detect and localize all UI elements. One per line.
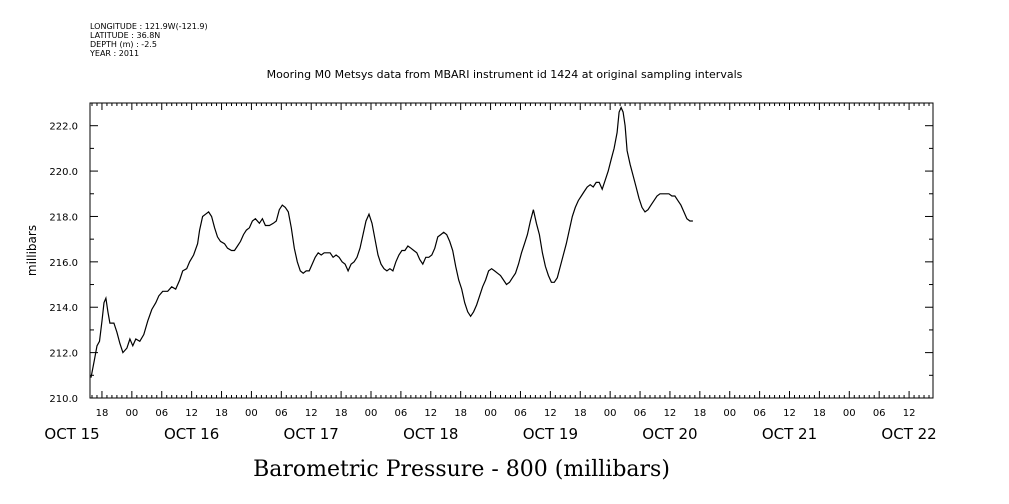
x-hour-label: 06 bbox=[275, 408, 288, 419]
x-date-label: OCT 18 bbox=[403, 425, 458, 443]
y-axis-label: millibars bbox=[25, 225, 39, 276]
x-axis-label: Barometric Pressure - 800 (millibars) bbox=[253, 457, 670, 482]
x-hour-label: 00 bbox=[723, 408, 736, 419]
latitude-label: LATITUDE : 36.8N bbox=[90, 31, 161, 40]
x-hour-label: 06 bbox=[514, 408, 527, 419]
longitude-label: LONGITUDE : 121.9W(-121.9) bbox=[90, 22, 208, 31]
x-date-label: OCT 15 bbox=[44, 425, 99, 443]
x-date-label: OCT 20 bbox=[642, 425, 697, 443]
x-hour-label: 18 bbox=[693, 408, 706, 419]
x-hour-label: 06 bbox=[753, 408, 766, 419]
y-tick-label: 216.0 bbox=[49, 258, 78, 269]
x-hour-label: 00 bbox=[365, 408, 378, 419]
y-tick-label: 210.0 bbox=[49, 394, 78, 405]
x-date-label: OCT 17 bbox=[284, 425, 339, 443]
y-tick-label: 212.0 bbox=[49, 349, 78, 360]
x-date-label: OCT 22 bbox=[881, 425, 936, 443]
y-tick-label: 218.0 bbox=[49, 212, 78, 223]
x-date-label: OCT 21 bbox=[762, 425, 817, 443]
x-hour-label: 00 bbox=[604, 408, 617, 419]
x-hour-label: 12 bbox=[185, 408, 198, 419]
x-hour-label: 00 bbox=[245, 408, 258, 419]
x-hour-label: 18 bbox=[454, 408, 467, 419]
y-tick-label: 220.0 bbox=[49, 167, 78, 178]
x-hour-label: 00 bbox=[843, 408, 856, 419]
x-hour-label: 12 bbox=[305, 408, 318, 419]
x-hour-label: 12 bbox=[783, 408, 796, 419]
x-hour-label: 18 bbox=[813, 408, 826, 419]
x-hour-label: 18 bbox=[335, 408, 348, 419]
x-hour-label: 18 bbox=[574, 408, 587, 419]
x-hour-label: 06 bbox=[634, 408, 647, 419]
depth-label: DEPTH (m) : -2.5 bbox=[90, 40, 157, 49]
x-hour-label: 06 bbox=[395, 408, 408, 419]
x-hour-label: 00 bbox=[484, 408, 497, 419]
year-label: YEAR : 2011 bbox=[90, 49, 140, 58]
y-tick-label: 214.0 bbox=[49, 303, 78, 314]
chart-title: Mooring M0 Metsys data from MBARI instru… bbox=[266, 68, 743, 81]
x-hour-label: 12 bbox=[424, 408, 437, 419]
series-line-0 bbox=[90, 105, 693, 378]
x-hour-label: 18 bbox=[215, 408, 228, 419]
plot-frame bbox=[89, 102, 934, 399]
x-date-label: OCT 19 bbox=[523, 425, 578, 443]
x-hour-label: 12 bbox=[664, 408, 677, 419]
x-hour-label: 18 bbox=[96, 408, 109, 419]
x-hour-label: 00 bbox=[125, 408, 138, 419]
x-hour-label: 12 bbox=[903, 408, 916, 419]
x-hour-label: 06 bbox=[873, 408, 886, 419]
x-date-label: OCT 16 bbox=[164, 425, 219, 443]
x-hour-label: 12 bbox=[544, 408, 557, 419]
x-hour-label: 06 bbox=[155, 408, 168, 419]
y-tick-label: 222.0 bbox=[49, 122, 78, 133]
